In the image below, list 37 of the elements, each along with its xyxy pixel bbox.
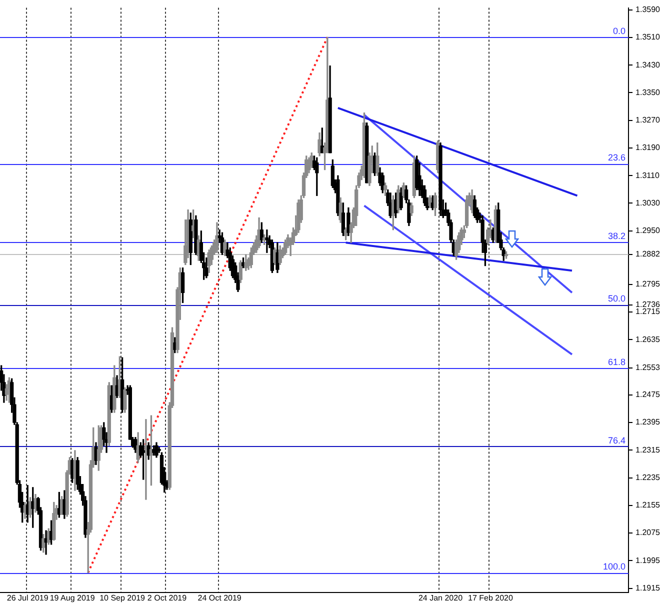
y-tick-label: 1.2475	[636, 390, 661, 400]
x-tick-label: 2 Oct 2019	[147, 593, 188, 602]
y-tick-label: 1.3190	[636, 143, 661, 152]
annotation: 38.2	[608, 230, 626, 241]
y-tick-label: 1.2882	[636, 250, 661, 259]
x-tick-label: 17 Feb 2020	[468, 593, 514, 602]
y-tick-label: 1.3510	[636, 32, 661, 42]
y-tick-label: 1.2395	[636, 418, 661, 427]
annotation: 0.0	[613, 26, 626, 36]
x-tick-label: 10 Sep 2019	[100, 593, 146, 602]
x-tick-label: 19 Aug 2019	[50, 593, 96, 602]
y-tick-label: 1.2155	[636, 500, 661, 510]
y-tick-label: 1.2235	[636, 472, 661, 482]
annotation: 76.4	[608, 435, 626, 446]
y-tick-label: 1.2635	[636, 334, 661, 344]
x-tick-label: 26 Jul 2019	[6, 593, 49, 602]
y-tick-label: 1.3270	[636, 116, 661, 125]
y-tick-label: 1.2715	[636, 307, 661, 316]
annotation: 100.0	[603, 562, 626, 572]
y-tick-label: 1.2950	[636, 226, 661, 236]
y-tick-label: 1.2553	[636, 363, 661, 372]
y-tick-label: 1.3590	[636, 5, 661, 14]
y-tick-label: 1.2795	[636, 280, 661, 289]
y-tick-label: 1.2736	[636, 300, 661, 309]
y-tick-label: 1.3030	[636, 198, 661, 208]
annotation: 61.8	[608, 356, 626, 367]
y-tick-label: 1.3430	[636, 60, 661, 70]
y-tick-label: 1.3110	[636, 170, 660, 180]
y-tick-label: 1.3350	[636, 88, 661, 97]
y-tick-label: 1.1915	[636, 583, 661, 592]
y-tick-label: 1.2075	[636, 528, 661, 538]
x-tick-label: 24 Oct 2019	[198, 593, 242, 602]
annotation: 23.6	[608, 152, 626, 163]
y-tick-label: 1.1995	[636, 556, 661, 565]
x-tick-label: 24 Jan 2020	[418, 593, 464, 602]
y-tick-label: 1.2315	[636, 445, 661, 454]
annotation: 50.0	[608, 294, 626, 304]
